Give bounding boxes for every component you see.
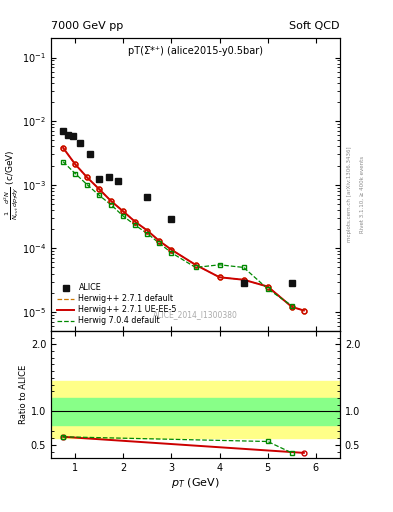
Line: ALICE: ALICE — [61, 128, 295, 286]
Herwig 7.0.4 default — [157, 240, 162, 246]
Y-axis label: $\frac{1}{N_{evt}}\frac{d^2N}{dp_{T}dy}$ (c/GeV): $\frac{1}{N_{evt}}\frac{d^2N}{dp_{T}dy}$… — [2, 150, 21, 220]
Herwig++ 2.7.1 default — [133, 219, 138, 225]
Herwig++ 2.7.1 UE-EE-5 — [169, 247, 174, 253]
Text: Soft QCD: Soft QCD — [290, 21, 340, 31]
Herwig++ 2.7.1 default — [121, 208, 126, 215]
ALICE — [116, 178, 121, 184]
Herwig++ 2.7.1 UE-EE-5 — [289, 304, 294, 310]
Herwig++ 2.7.1 default — [169, 247, 174, 253]
ALICE — [70, 133, 75, 139]
Herwig++ 2.7.1 UE-EE-5 — [85, 175, 90, 181]
ALICE — [107, 175, 111, 181]
Herwig++ 2.7.1 UE-EE-5 — [61, 145, 66, 151]
ALICE — [289, 281, 294, 287]
Herwig++ 2.7.1 default — [241, 276, 246, 283]
Herwig++ 2.7.1 UE-EE-5 — [301, 307, 306, 313]
Text: Rivet 3.1.10, ≥ 400k events: Rivet 3.1.10, ≥ 400k events — [360, 156, 365, 233]
Herwig++ 2.7.1 UE-EE-5 — [145, 227, 150, 233]
Herwig 7.0.4 default — [121, 213, 126, 219]
Herwig++ 2.7.1 default — [265, 284, 270, 290]
Text: 7000 GeV pp: 7000 GeV pp — [51, 21, 123, 31]
Herwig++ 2.7.1 default — [145, 227, 150, 233]
Herwig 7.0.4 default — [109, 202, 114, 208]
Herwig++ 2.7.1 default — [289, 304, 294, 310]
X-axis label: $p_T$ (GeV): $p_T$ (GeV) — [171, 476, 220, 490]
Herwig++ 2.7.1 UE-EE-5 — [109, 198, 114, 204]
Bar — [51, 398, 340, 425]
Herwig 7.0.4 default — [193, 264, 198, 270]
Herwig++ 2.7.1 UE-EE-5 — [97, 186, 102, 193]
Bar — [51, 381, 340, 438]
Text: mcplots.cern.ch [arXiv:1306.3436]: mcplots.cern.ch [arXiv:1306.3436] — [347, 147, 352, 242]
Herwig 7.0.4 default — [241, 264, 246, 270]
ALICE — [145, 194, 150, 200]
ALICE — [169, 216, 174, 222]
Herwig 7.0.4 default — [145, 230, 150, 237]
Herwig 7.0.4 default — [97, 193, 102, 199]
Herwig 7.0.4 default — [133, 222, 138, 228]
ALICE — [66, 132, 70, 138]
Herwig 7.0.4 default — [217, 262, 222, 268]
Herwig++ 2.7.1 UE-EE-5 — [193, 262, 198, 268]
ALICE — [87, 152, 92, 158]
Text: ALICE_2014_I1300380: ALICE_2014_I1300380 — [153, 310, 238, 319]
Herwig 7.0.4 default — [85, 182, 90, 188]
ALICE — [61, 128, 66, 134]
Herwig++ 2.7.1 UE-EE-5 — [265, 284, 270, 290]
Herwig 7.0.4 default — [169, 250, 174, 256]
Herwig++ 2.7.1 default — [217, 274, 222, 281]
Herwig++ 2.7.1 UE-EE-5 — [121, 208, 126, 215]
Herwig 7.0.4 default — [289, 303, 294, 309]
Herwig 7.0.4 default — [61, 159, 66, 165]
Legend: ALICE, Herwig++ 2.7.1 default, Herwig++ 2.7.1 UE-EE-5, Herwig 7.0.4 default: ALICE, Herwig++ 2.7.1 default, Herwig++ … — [55, 282, 178, 327]
Text: pT(Σ̅*⁺) (alice2015-y0.5bar): pT(Σ̅*⁺) (alice2015-y0.5bar) — [128, 46, 263, 56]
ALICE — [241, 281, 246, 287]
Herwig++ 2.7.1 default — [157, 238, 162, 244]
ALICE — [97, 176, 102, 182]
Herwig++ 2.7.1 UE-EE-5 — [217, 274, 222, 281]
Herwig++ 2.7.1 UE-EE-5 — [133, 219, 138, 225]
Line: Herwig++ 2.7.1 UE-EE-5: Herwig++ 2.7.1 UE-EE-5 — [63, 148, 304, 310]
Herwig 7.0.4 default — [73, 170, 77, 177]
ALICE — [78, 140, 83, 146]
Line: Herwig++ 2.7.1 default: Herwig++ 2.7.1 default — [63, 148, 304, 310]
Y-axis label: Ratio to ALICE: Ratio to ALICE — [19, 365, 28, 424]
Herwig++ 2.7.1 default — [301, 307, 306, 313]
Herwig++ 2.7.1 UE-EE-5 — [241, 276, 246, 283]
Herwig++ 2.7.1 default — [97, 186, 102, 193]
Herwig++ 2.7.1 UE-EE-5 — [73, 161, 77, 167]
Herwig++ 2.7.1 UE-EE-5 — [157, 238, 162, 244]
Herwig++ 2.7.1 default — [73, 161, 77, 167]
Line: Herwig 7.0.4 default: Herwig 7.0.4 default — [63, 162, 292, 306]
Herwig++ 2.7.1 default — [109, 198, 114, 204]
Herwig++ 2.7.1 default — [193, 262, 198, 268]
Herwig 7.0.4 default — [265, 286, 270, 292]
Herwig++ 2.7.1 default — [61, 145, 66, 151]
Herwig++ 2.7.1 default — [85, 175, 90, 181]
